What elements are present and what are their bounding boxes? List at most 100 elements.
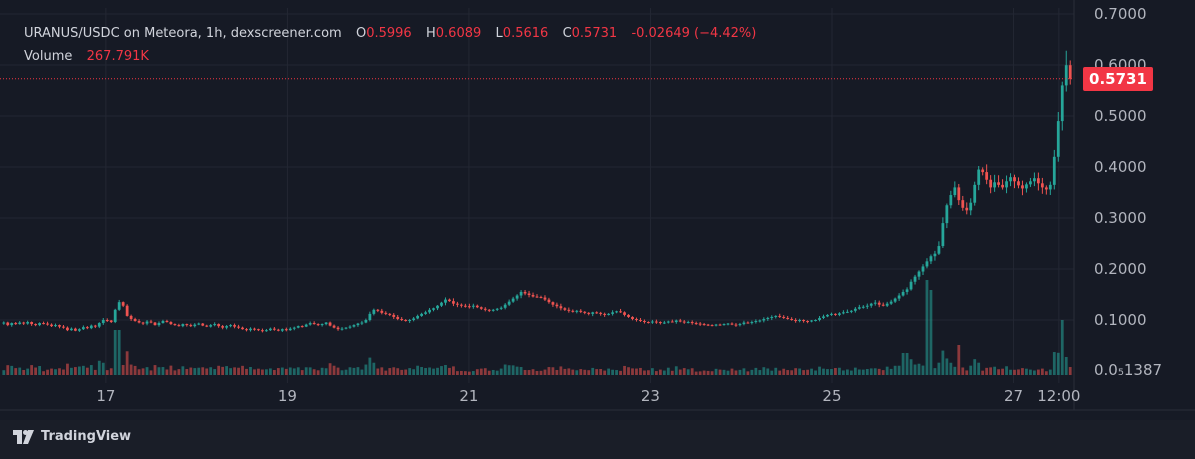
volume-bar	[380, 367, 384, 375]
volume-bar	[690, 368, 694, 375]
volume-bar	[1036, 369, 1040, 375]
time-axis[interactable]: 17 19 21 23 25 27 12:00	[96, 387, 1080, 405]
volume-bar	[253, 369, 256, 375]
candle-body	[523, 291, 527, 294]
candle-body	[738, 324, 742, 326]
volume-bar	[702, 370, 706, 375]
volume-bar	[933, 368, 937, 375]
volume-bar	[901, 353, 905, 375]
volume-bar	[1033, 370, 1036, 375]
volume-bar	[563, 368, 567, 375]
candle-body	[1021, 185, 1024, 189]
candle-body	[889, 301, 893, 304]
volume-bar	[877, 368, 881, 375]
price-axis[interactable]: 0.70000.60000.50000.40000.30000.20000.10…	[1094, 5, 1162, 379]
candle-body	[70, 328, 73, 331]
candle-body	[615, 311, 618, 313]
candle-body	[901, 291, 905, 296]
volume-bar	[754, 367, 758, 375]
volume-bar	[428, 367, 431, 375]
candle-body	[213, 324, 217, 326]
volume-bar	[384, 370, 388, 375]
candle-body	[865, 305, 869, 307]
candle-body	[639, 320, 642, 322]
chart-pane[interactable]: 0.7000 0.6000 0.5000 0.4000 0.3000 0.2000 0.10…	[0, 0, 1195, 420]
volume-bar	[611, 369, 614, 375]
volume-bar	[519, 367, 523, 375]
candle-body	[50, 324, 53, 327]
volume-bar	[515, 366, 519, 375]
volume-bar	[631, 368, 634, 375]
candle-body	[249, 328, 252, 331]
candle-body	[929, 256, 933, 262]
price-tick-label: 0.3000	[1094, 209, 1147, 227]
volume-bar	[853, 367, 857, 375]
volume-bar	[308, 367, 312, 375]
candle-body	[491, 309, 495, 311]
volume-bar	[129, 364, 133, 375]
time-tick-label: 12:00	[1037, 387, 1080, 405]
candle-body	[786, 317, 790, 319]
price-tick-label: 0.0₅1387	[1094, 361, 1162, 379]
volume-bar	[189, 367, 193, 375]
candle-body	[599, 312, 603, 314]
candle-body	[913, 276, 917, 282]
candle-body	[2, 322, 6, 324]
candle-body	[62, 326, 65, 328]
ohlc-row: URANUS/USDC on Meteora, 1h, dexscreener.…	[24, 22, 756, 45]
volume-bar	[487, 370, 491, 375]
volume-bar	[857, 369, 861, 375]
candle-body	[710, 325, 714, 327]
candle-body	[408, 320, 412, 322]
volume-bar	[205, 368, 209, 375]
candle-body	[1044, 187, 1048, 190]
candle-body	[997, 182, 1000, 185]
candle-body	[531, 295, 535, 297]
candle-body	[603, 313, 607, 315]
candle-body	[591, 312, 595, 314]
candle-body	[324, 322, 328, 325]
time-tick-label: 19	[278, 387, 297, 405]
candle-body	[758, 320, 762, 322]
candle-body	[384, 312, 388, 314]
volume-bar	[26, 368, 30, 375]
tradingview-logo[interactable]: TradingView	[13, 429, 131, 444]
candle-body	[941, 223, 945, 247]
volume-bar	[448, 367, 451, 375]
candle-body	[810, 320, 813, 322]
candle-body	[1017, 181, 1020, 186]
candle-body	[1040, 183, 1044, 188]
candle-body	[396, 316, 400, 319]
candle-body	[654, 321, 658, 323]
candle-body	[328, 322, 332, 326]
candle-body	[989, 179, 993, 188]
volume-bar	[523, 370, 527, 375]
volume-bar	[885, 366, 889, 375]
candlestick-chart[interactable]: 0.70000.60000.50000.40000.30000.20000.10…	[0, 0, 1195, 420]
volume-bar	[583, 369, 587, 375]
candle-body	[344, 327, 348, 329]
volume-bar	[85, 367, 89, 375]
volume-bar	[678, 369, 682, 375]
candle-body	[503, 304, 507, 308]
volume-bar	[786, 370, 790, 375]
candle-body	[977, 169, 981, 185]
volume-bar	[181, 366, 185, 375]
candle-body	[74, 328, 77, 331]
volume-bar	[185, 369, 189, 375]
tradingview-icon	[13, 429, 34, 444]
volume-bar	[412, 369, 416, 375]
candle-body	[348, 326, 352, 328]
candle-body	[392, 314, 396, 317]
candle-body	[105, 320, 109, 321]
volume-bar	[58, 368, 61, 375]
volume-bar	[714, 368, 718, 375]
volume-bar	[1052, 352, 1056, 375]
candle-body	[34, 324, 38, 326]
volume-bar	[806, 369, 809, 375]
candle-body	[651, 321, 654, 323]
candle-body	[336, 327, 340, 330]
candle-body	[563, 308, 567, 310]
volume-bar	[173, 370, 177, 375]
volume-bar	[169, 365, 173, 375]
